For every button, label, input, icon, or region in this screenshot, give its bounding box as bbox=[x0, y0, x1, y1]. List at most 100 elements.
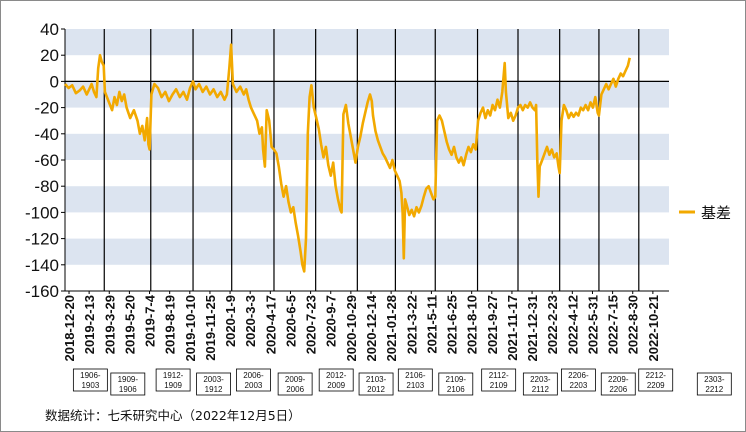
x-tick-label: 2020-1-9 bbox=[223, 295, 238, 347]
contract-text: 2012 bbox=[367, 385, 385, 394]
x-tick-label: 2020-10-29 bbox=[344, 295, 359, 362]
x-tick-label: 2020-7-23 bbox=[304, 295, 319, 354]
contract-text: 1912 bbox=[205, 385, 223, 394]
x-tick-label: 2019-8-19 bbox=[163, 295, 178, 354]
x-tick-label: 2022-4-12 bbox=[565, 295, 580, 354]
contract-text: 2206- bbox=[568, 371, 589, 380]
background-bands bbox=[65, 29, 669, 265]
band bbox=[65, 29, 669, 56]
contract-text: 2112- bbox=[489, 371, 509, 380]
x-tick-label: 2020-3-3 bbox=[243, 295, 258, 347]
x-tick-label: 2020-6-5 bbox=[283, 295, 298, 347]
contract-box bbox=[696, 372, 732, 396]
series-lines bbox=[64, 43, 631, 273]
contract-label: 2303-2212 bbox=[696, 372, 732, 396]
y-tick-label: -160 bbox=[25, 282, 59, 301]
contract-text: 2012- bbox=[326, 371, 347, 380]
contract-box bbox=[522, 372, 558, 396]
contract-box bbox=[481, 368, 517, 392]
x-tick-label: 2022-2-23 bbox=[545, 295, 560, 354]
contract-text: 2109- bbox=[446, 375, 467, 384]
x-axis: 2018-12-20 2019-2-13 2019-3-29 2019-5-20 201… bbox=[62, 290, 669, 362]
x-tick-label: 2021-9-27 bbox=[485, 295, 500, 354]
contract-text: 2203- bbox=[530, 375, 551, 384]
contract-box bbox=[561, 368, 596, 392]
band bbox=[65, 186, 669, 213]
x-tick-label: 2018-12-20 bbox=[62, 295, 77, 362]
x-tick-label: 2021-12-31 bbox=[525, 295, 540, 362]
contract-label: 1909-1906 bbox=[110, 372, 146, 396]
contract-box bbox=[72, 368, 108, 392]
contract-text: 2112 bbox=[532, 385, 550, 394]
contract-text: 2009 bbox=[327, 381, 345, 390]
contract-text: 2106- bbox=[405, 371, 426, 380]
legend-label: 基差 bbox=[701, 205, 731, 222]
contract-text: 2003 bbox=[245, 381, 263, 390]
contract-label: 2103-2012 bbox=[358, 372, 394, 396]
source-note: 数据统计：七禾研究中心（2022年12月5日） bbox=[45, 408, 301, 423]
contract-text: 1906- bbox=[80, 371, 101, 380]
x-tick-label: 2019-3-29 bbox=[102, 295, 117, 354]
contract-text: 1903 bbox=[81, 381, 99, 390]
x-tick-label: 2022-7-15 bbox=[606, 295, 621, 354]
contract-box bbox=[397, 368, 433, 392]
contract-text: 2006- bbox=[243, 371, 264, 380]
x-tick-label: 2022-5-31 bbox=[585, 295, 600, 354]
contract-box bbox=[358, 372, 394, 396]
x-tick-label: 2019-7-4 bbox=[143, 294, 158, 347]
contract-text: 1909- bbox=[118, 375, 139, 384]
y-tick-label: -20 bbox=[34, 99, 59, 118]
legend: 基差 bbox=[679, 205, 731, 222]
contract-label: 2212-2209 bbox=[638, 368, 674, 392]
contract-text: 2003- bbox=[203, 375, 224, 384]
contract-box bbox=[110, 372, 146, 396]
contract-text: 1906 bbox=[119, 385, 137, 394]
x-tick-label: 2021-3-22 bbox=[404, 295, 419, 354]
contract-label: 1906-1903 bbox=[72, 368, 108, 392]
contract-roll-lines bbox=[103, 29, 640, 291]
y-axis: 40 20 0 -20 -40 -60 -80 -100 -120 -140 -160 bbox=[25, 20, 669, 301]
contract-box bbox=[600, 372, 636, 396]
x-tick-label: 2019-2-13 bbox=[82, 295, 97, 354]
contract-text: 2209- bbox=[608, 375, 629, 384]
contract-text: 1909 bbox=[164, 381, 182, 390]
contract-text: 2109 bbox=[490, 381, 508, 390]
y-tick-label: -40 bbox=[34, 125, 59, 144]
x-tick-label: 2021-11-17 bbox=[505, 295, 520, 361]
x-tick-label: 2020-12-14 bbox=[364, 294, 379, 361]
contract-box bbox=[155, 368, 191, 392]
contract-text: 2206 bbox=[609, 385, 627, 394]
contract-label: 2003-1912 bbox=[196, 372, 231, 396]
y-tick-label: -120 bbox=[25, 230, 59, 249]
y-tick-label: -100 bbox=[25, 203, 59, 222]
contract-text: 2212- bbox=[645, 371, 666, 380]
contract-box bbox=[638, 368, 674, 392]
x-tick-label: 2021-01-28 bbox=[384, 295, 399, 362]
contract-text: 2103 bbox=[406, 381, 424, 390]
contract-text: 2212 bbox=[705, 385, 723, 394]
contract-text: 2203 bbox=[570, 381, 588, 390]
contract-box bbox=[196, 372, 231, 396]
x-tick-label: 2020-9-7 bbox=[324, 295, 339, 347]
x-tick-label: 2019-11-25 bbox=[203, 295, 218, 361]
series-line-basis bbox=[64, 43, 631, 273]
contract-text: 2009- bbox=[285, 375, 306, 384]
contract-label: 2006-2003 bbox=[236, 368, 271, 392]
x-tick-label: 2021-5-11 bbox=[424, 295, 439, 354]
contract-box bbox=[318, 368, 354, 392]
contract-label: 2109-2106 bbox=[438, 372, 474, 396]
x-tick-label: 2021-6-25 bbox=[445, 295, 460, 354]
x-tick-label: 2022-10-21 bbox=[646, 295, 661, 362]
contract-text: 2303- bbox=[704, 375, 725, 384]
y-tick-label: 20 bbox=[40, 46, 59, 65]
contract-box bbox=[277, 372, 313, 396]
contract-text: 2209 bbox=[647, 381, 665, 390]
band bbox=[65, 238, 669, 265]
contract-label: 1912-1909 bbox=[155, 368, 191, 392]
contract-text: 2103- bbox=[366, 375, 387, 384]
contract-labels: 1906-19031909-19061912-19092003-19122006… bbox=[72, 368, 732, 396]
x-tick-label: 2021-8-10 bbox=[465, 295, 480, 354]
contract-box bbox=[438, 372, 474, 396]
